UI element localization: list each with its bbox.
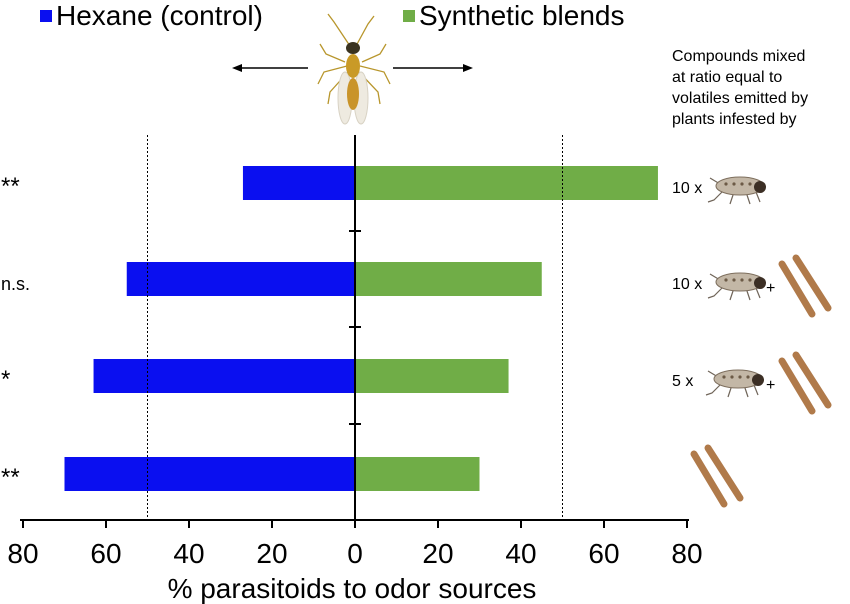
legend-control-label: Hexane (control) xyxy=(56,0,263,31)
treatment-icons: 10 x 10 x +5 x + xyxy=(672,176,832,508)
x-tick-label-4: 20 xyxy=(256,538,287,569)
insect-spot-3-1 xyxy=(722,375,726,379)
compound-note: Compounds mixed at ratio equal to volati… xyxy=(672,46,844,130)
bars xyxy=(64,166,658,491)
x-tick-label-9: 80 xyxy=(671,538,702,569)
treatment-label-2: 10 x xyxy=(672,276,702,293)
left-arrow-head xyxy=(232,64,242,72)
legend-control: Hexane (control) xyxy=(40,0,263,32)
bar-blend-4 xyxy=(355,457,480,491)
insect-spot-2-2 xyxy=(732,278,736,282)
treatment-1: 10 x xyxy=(672,176,766,205)
insect-spot-3-3 xyxy=(738,375,742,379)
insect-spot-2-4 xyxy=(748,278,752,282)
insect-head-3 xyxy=(752,374,764,386)
legend-control-swatch xyxy=(40,10,52,22)
insect-spot-2-1 xyxy=(724,278,728,282)
treatment-2: 10 x + xyxy=(672,254,832,318)
x-axis-label: % parasitoids to odor sources xyxy=(168,573,537,604)
compound-note-line-4: plants infested by xyxy=(672,111,797,128)
wasp-head xyxy=(346,42,360,54)
insect-head-2 xyxy=(754,277,766,289)
larva-body-2-1 xyxy=(778,260,816,318)
insect-leg-1-4 xyxy=(755,191,761,203)
treatment-label-1: 10 x xyxy=(672,180,702,197)
larva-body-4-1 xyxy=(690,450,728,508)
treatment-3: 5 x + xyxy=(672,351,832,415)
wasp-thorax xyxy=(346,54,360,78)
wasp-leg-5 xyxy=(359,65,391,85)
row-labels: **n.s.*** xyxy=(1,173,30,491)
larva-body-3-1 xyxy=(778,357,816,415)
axes: 80 60 40 20 0 20 40 60 80 % parasitoids to odor s… xyxy=(7,135,703,604)
compound-note-line-1: Compounds mixed xyxy=(672,48,806,65)
significance-label-1: ** xyxy=(1,173,20,200)
bar-blend-1 xyxy=(355,166,658,200)
insect-spot-3-2 xyxy=(730,375,734,379)
plus-sign-3: + xyxy=(766,377,775,394)
wasp-icon xyxy=(317,13,391,125)
significance-label-3: * xyxy=(1,366,10,393)
x-tick-label-7: 40 xyxy=(505,538,536,569)
insect-leg-3-1 xyxy=(705,382,723,396)
insect-spot-2-3 xyxy=(740,278,744,282)
insect-leg-1-1 xyxy=(707,189,725,203)
insect-spot-1-4 xyxy=(748,182,752,186)
right-arrow-head xyxy=(463,64,473,72)
wasp-leg-1 xyxy=(319,43,346,63)
bar-control-2 xyxy=(126,262,355,296)
insect-spot-3-4 xyxy=(746,375,750,379)
x-tick-label-1: 80 xyxy=(7,538,38,569)
bar-blend-3 xyxy=(355,359,509,393)
x-tick-label-3: 40 xyxy=(173,538,204,569)
x-tick-label-8: 60 xyxy=(588,538,619,569)
treatment-label-3: 5 x xyxy=(672,373,693,390)
treatment-4 xyxy=(690,444,744,508)
x-tick-label-2: 60 xyxy=(90,538,121,569)
significance-label-2: n.s. xyxy=(1,274,30,294)
insect-spot-1-3 xyxy=(740,182,744,186)
bar-control-4 xyxy=(64,457,355,491)
x-tick-label-6: 20 xyxy=(422,538,453,569)
plus-sign-2: + xyxy=(766,280,775,297)
legend-blend-label: Synthetic blends xyxy=(419,0,625,31)
larva-body-4-2 xyxy=(704,444,744,502)
legend-blend-swatch xyxy=(403,10,415,22)
significance-label-4: ** xyxy=(1,464,20,491)
larva-body-2-2 xyxy=(792,254,832,312)
insect-leg-2-1 xyxy=(707,285,725,299)
insect-head-1 xyxy=(754,181,766,193)
bar-control-1 xyxy=(242,166,355,200)
wasp-leg-8 xyxy=(355,15,375,47)
insect-leg-2-4 xyxy=(755,287,761,299)
direction-arrows xyxy=(232,64,473,72)
compound-note-line-3: volatiles emitted by xyxy=(672,90,809,107)
wasp-abdomen xyxy=(347,78,359,110)
insect-leg-3-4 xyxy=(753,384,759,396)
insect-spot-1-1 xyxy=(724,182,728,186)
wasp-leg-4 xyxy=(361,43,387,63)
legend-blend: Synthetic blends xyxy=(403,0,624,32)
bar-blend-2 xyxy=(355,262,542,296)
compound-note-line-2: at ratio equal to xyxy=(672,69,783,86)
insect-spot-1-2 xyxy=(732,182,736,186)
wasp-leg-7 xyxy=(327,13,351,47)
x-tick-label-5: 0 xyxy=(347,538,363,569)
larva-body-3-2 xyxy=(792,351,832,409)
wasp-leg-2 xyxy=(317,65,348,85)
bar-control-3 xyxy=(93,359,356,393)
